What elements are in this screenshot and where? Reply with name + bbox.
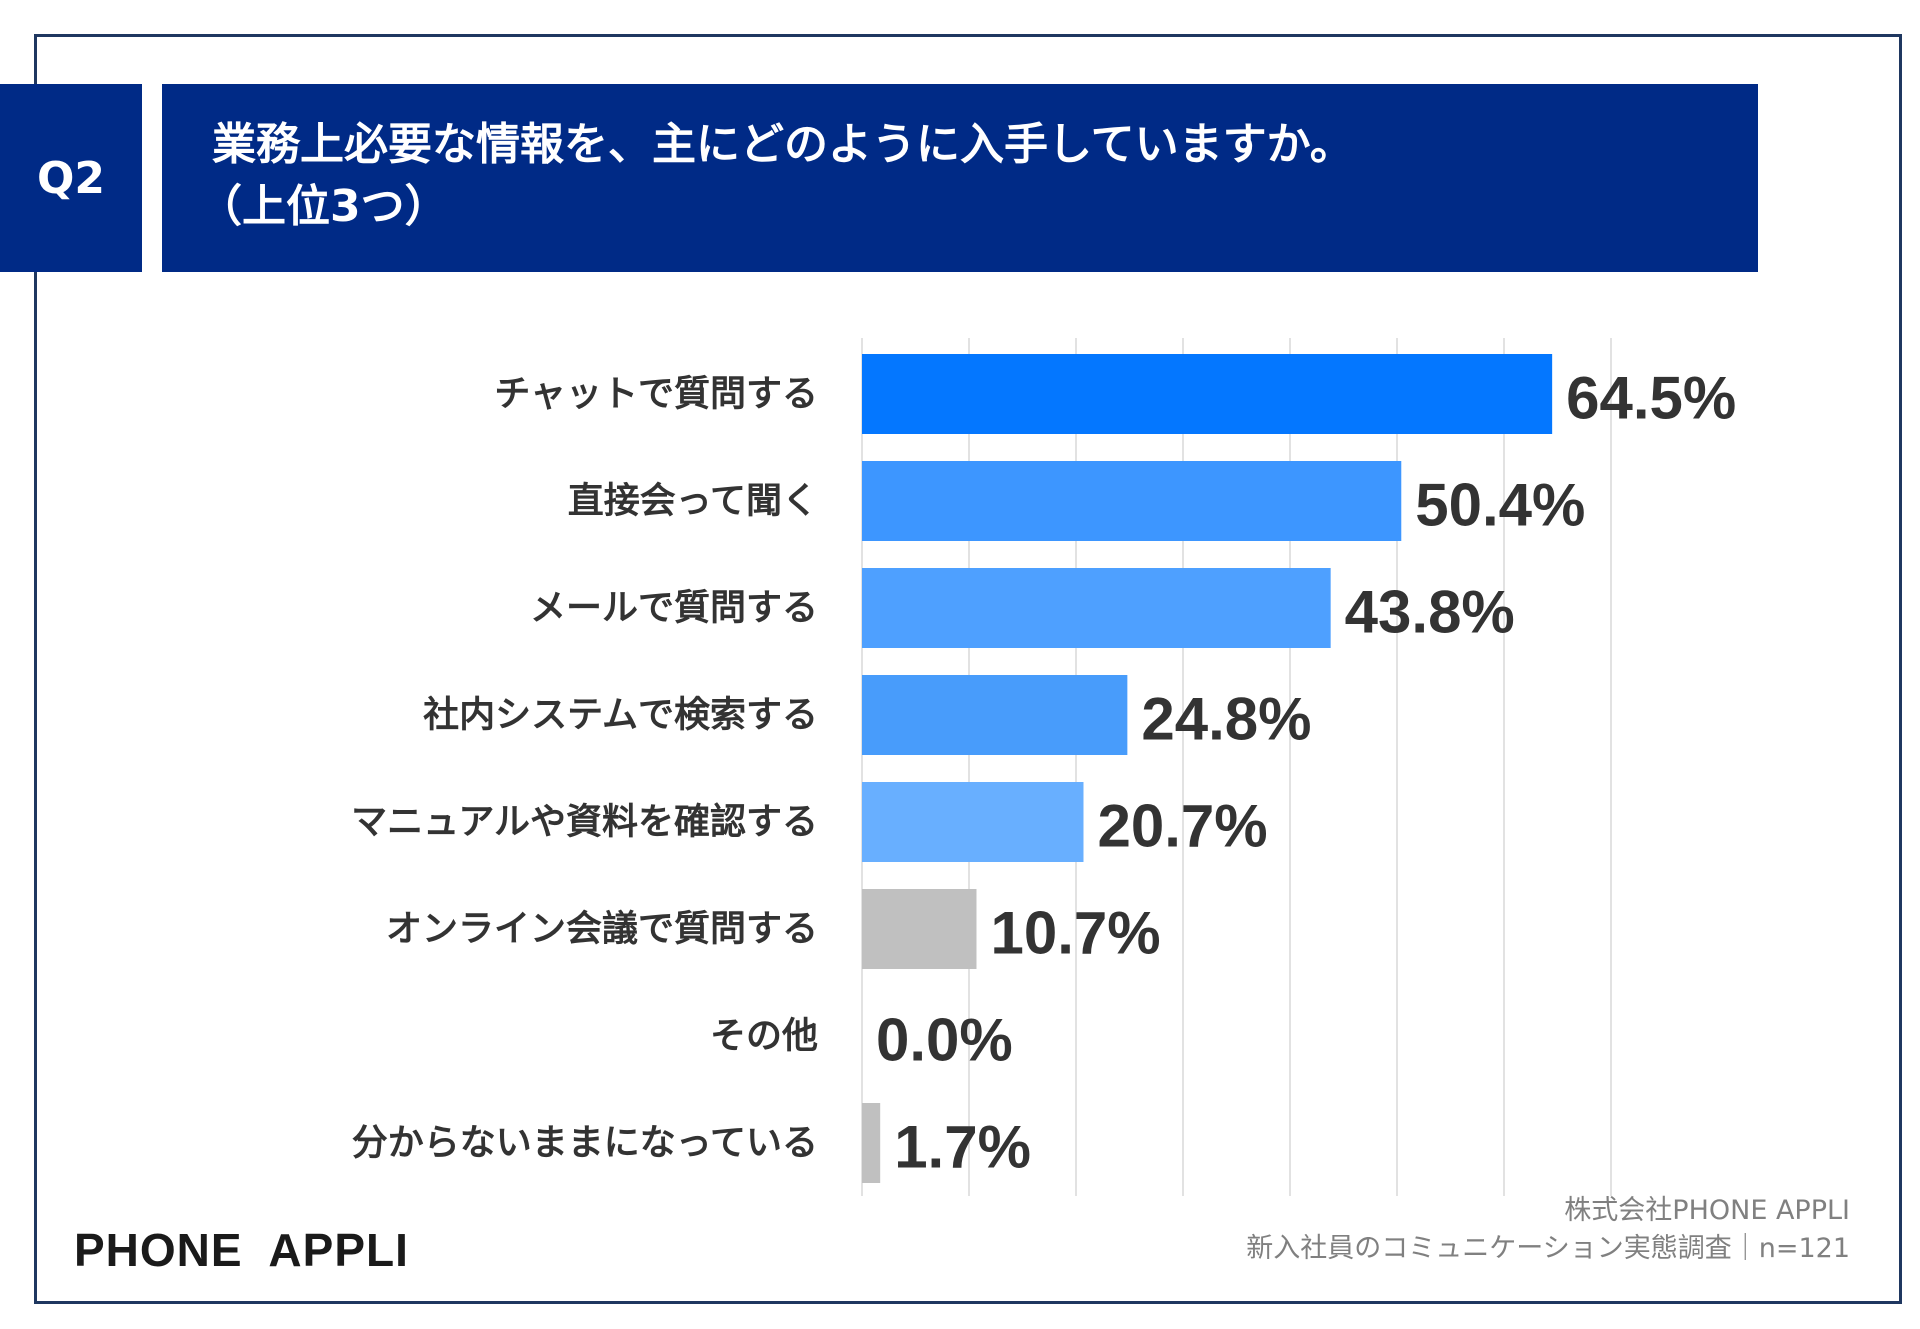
bars xyxy=(862,354,1553,1183)
category-label: メールで質問する xyxy=(530,588,818,629)
question-title-box: 業務上必要な情報を、主にどのように入手していますか。 （上位3つ） xyxy=(162,84,1758,272)
bar xyxy=(862,889,977,969)
category-label: チャットで質問する xyxy=(494,374,818,415)
source-survey: 新入社員のコミュニケーション実態調査｜n=121 xyxy=(1246,1233,1850,1264)
value-label: 24.8% xyxy=(1141,686,1311,753)
value-label: 64.5% xyxy=(1566,365,1736,432)
question-title: 業務上必要な情報を、主にどのように入手していますか。 xyxy=(212,119,1354,170)
value-label: 10.7% xyxy=(990,900,1160,967)
bar xyxy=(862,1103,881,1183)
bar xyxy=(862,568,1331,648)
source-note: 株式会社PHONE APPLI 新入社員のコミュニケーション実態調査｜n=121 xyxy=(1246,1192,1850,1268)
bar xyxy=(862,782,1084,862)
value-label: 1.7% xyxy=(894,1114,1031,1181)
bar xyxy=(862,675,1128,755)
category-label: 分からないままになっている xyxy=(352,1123,818,1164)
source-company: 株式会社PHONE APPLI xyxy=(1564,1195,1850,1226)
question-subtitle: （上位3つ） xyxy=(198,181,449,232)
bar xyxy=(862,461,1402,541)
category-label: マニュアルや資料を確認する xyxy=(351,802,818,843)
value-label: 50.4% xyxy=(1415,472,1585,539)
category-label: オンライン会議で質問する xyxy=(386,909,818,950)
category-label: 社内システムで検索する xyxy=(423,695,818,736)
category-label: 直接会って聞く xyxy=(568,481,818,522)
value-label: 20.7% xyxy=(1097,793,1267,860)
phone-appli-logo: PHONE APPLI xyxy=(74,1224,409,1276)
labels: チャットで質問する 64.5% 直接会って聞く 50.4% メールで質問する 43.8% 社… xyxy=(351,365,1736,1181)
question-badge: Q2 xyxy=(0,84,142,272)
bar xyxy=(862,354,1553,434)
category-label: その他 xyxy=(710,1016,818,1057)
value-label: 0.0% xyxy=(876,1007,1013,1074)
value-label: 43.8% xyxy=(1345,579,1515,646)
